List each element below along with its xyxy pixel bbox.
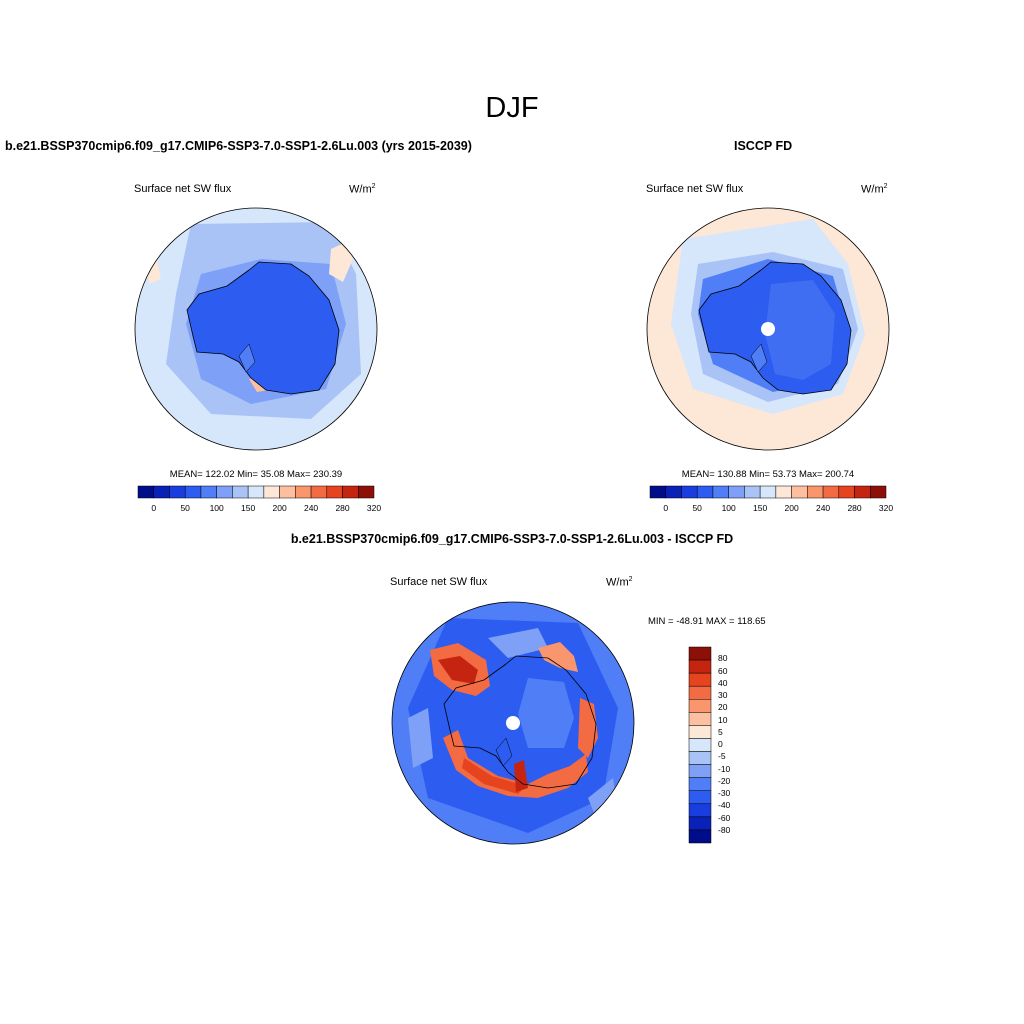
- obs-stats: MEAN= 130.88 Min= 53.73 Max= 200.74: [681, 469, 855, 480]
- colorbar-swatch: [263, 485, 280, 499]
- diff-colorbar-ticks: 80 60 40 30 20 10 5 0 -5 -10 -20 -30 -40 -60 -80: [718, 647, 758, 843]
- colorbar-tick-label: -80: [718, 824, 731, 835]
- colorbar-swatch: [759, 485, 777, 499]
- model-panel-title: b.e21.BSSP370cmip6.f09_g17.CMIP6-SSP3-7.…: [5, 139, 472, 153]
- diff-panel-title: b.e21.BSSP370cmip6.f09_g17.CMIP6-SSP3-7.…: [290, 532, 734, 546]
- colorbar-tick-label: 100: [721, 503, 736, 513]
- colorbar-tick-label: 60: [718, 665, 728, 676]
- colorbar-swatch: [696, 485, 714, 499]
- colorbar-tick-label: -10: [718, 763, 731, 774]
- colorbar-swatch: [688, 803, 712, 818]
- colorbar-tick-label: -60: [718, 812, 731, 823]
- diff-units-label: W/m2: [606, 576, 633, 589]
- colorbar-swatch: [216, 485, 233, 499]
- colorbar-swatch: [153, 485, 170, 499]
- colorbar-swatch: [688, 816, 712, 831]
- colorbar-swatch: [688, 659, 712, 674]
- colorbar-swatch: [137, 485, 154, 499]
- colorbar-tick-label: 240: [303, 503, 319, 513]
- obs-polar-map: [646, 207, 890, 451]
- colorbar-tick-label: -5: [718, 751, 726, 762]
- colorbar-swatch: [688, 725, 712, 739]
- colorbar-swatch: [200, 485, 217, 499]
- colorbar-tick-label: -40: [718, 800, 731, 811]
- colorbar-tick-label: 0: [151, 503, 157, 513]
- colorbar-swatch: [775, 485, 792, 499]
- colorbar-swatch: [184, 485, 202, 499]
- colorbar-tick-label: 320: [878, 503, 894, 513]
- colorbar-swatch: [649, 485, 666, 499]
- colorbar-swatch: [232, 485, 249, 499]
- model-polar-map: [134, 207, 378, 451]
- colorbar-swatch: [688, 764, 712, 778]
- diff-polar-map: [391, 601, 635, 845]
- colorbar-swatch: [838, 485, 855, 499]
- colorbar-tick-label: 150: [241, 503, 256, 513]
- colorbar-swatch: [279, 485, 296, 499]
- obs-colorbar: [649, 485, 887, 499]
- colorbar-swatch: [712, 485, 729, 499]
- colorbar-swatch: [688, 712, 712, 726]
- colorbar-swatch: [688, 738, 712, 752]
- colorbar-tick-label: -20: [718, 775, 731, 786]
- colorbar-swatch: [744, 485, 761, 499]
- diff-colorbar: [688, 646, 712, 844]
- colorbar-swatch: [688, 751, 712, 765]
- colorbar-tick-label: 150: [753, 503, 768, 513]
- model-variable-label: Surface net SW flux: [134, 183, 232, 195]
- colorbar-tick-label: 200: [784, 503, 799, 513]
- colorbar-tick-label: 10: [718, 714, 728, 725]
- colorbar-tick-label: 320: [366, 503, 382, 513]
- colorbar-tick-label: 40: [718, 677, 728, 688]
- colorbar-swatch: [295, 485, 312, 499]
- colorbar-swatch: [807, 485, 824, 499]
- colorbar-swatch: [342, 485, 359, 499]
- colorbar-swatch: [870, 485, 887, 499]
- obs-colorbar-ticks: 0 50 100 150 200 240 280 320: [650, 503, 893, 515]
- model-units-label: W/m2: [349, 183, 376, 196]
- colorbar-swatch: [688, 685, 712, 700]
- colorbar-tick-label: 0: [663, 503, 669, 513]
- colorbar-tick-label: -30: [718, 788, 731, 798]
- colorbar-swatch: [688, 699, 712, 713]
- colorbar-swatch: [688, 646, 712, 661]
- obs-variable-label: Surface net SW flux: [646, 183, 744, 195]
- colorbar-swatch: [728, 485, 745, 499]
- obs-panel-title: ISCCP FD: [734, 139, 793, 153]
- diff-stats: MIN = -48.91 MAX = 118.65: [648, 616, 766, 627]
- colorbar-swatch: [822, 485, 840, 499]
- colorbar-swatch: [310, 485, 328, 499]
- colorbar-tick-label: 240: [815, 503, 831, 513]
- colorbar-swatch: [358, 485, 375, 499]
- colorbar-swatch: [791, 485, 808, 499]
- model-colorbar-ticks: 0 50 100 150 200 240 280 320: [138, 503, 381, 515]
- colorbar-tick-label: 200: [272, 503, 287, 513]
- colorbar-tick-label: 50: [180, 503, 190, 513]
- colorbar-tick-label: 5: [718, 726, 723, 737]
- figure-title: DJF: [485, 92, 539, 124]
- obs-units-label: W/m2: [861, 183, 888, 196]
- diff-variable-label: Surface net SW flux: [390, 576, 488, 588]
- colorbar-swatch: [326, 485, 343, 499]
- colorbar-swatch: [688, 829, 712, 844]
- colorbar-swatch: [688, 777, 712, 791]
- colorbar-swatch: [247, 485, 265, 499]
- model-stats: MEAN= 122.02 Min= 35.08 Max= 230.39: [169, 469, 343, 480]
- colorbar-tick-label: 50: [692, 503, 702, 513]
- colorbar-tick-label: 80: [718, 653, 728, 664]
- colorbar-tick-label: 0: [718, 739, 723, 749]
- colorbar-tick-label: 280: [847, 503, 862, 513]
- model-colorbar: [137, 485, 375, 499]
- colorbar-tick-label: 30: [718, 690, 728, 700]
- colorbar-swatch: [854, 485, 871, 499]
- colorbar-swatch: [681, 485, 698, 499]
- colorbar-swatch: [688, 790, 712, 805]
- colorbar-swatch: [169, 485, 186, 499]
- colorbar-swatch: [665, 485, 682, 499]
- colorbar-swatch: [688, 672, 712, 687]
- colorbar-tick-label: 20: [718, 702, 728, 713]
- colorbar-tick-label: 280: [335, 503, 350, 513]
- colorbar-tick-label: 100: [209, 503, 224, 513]
